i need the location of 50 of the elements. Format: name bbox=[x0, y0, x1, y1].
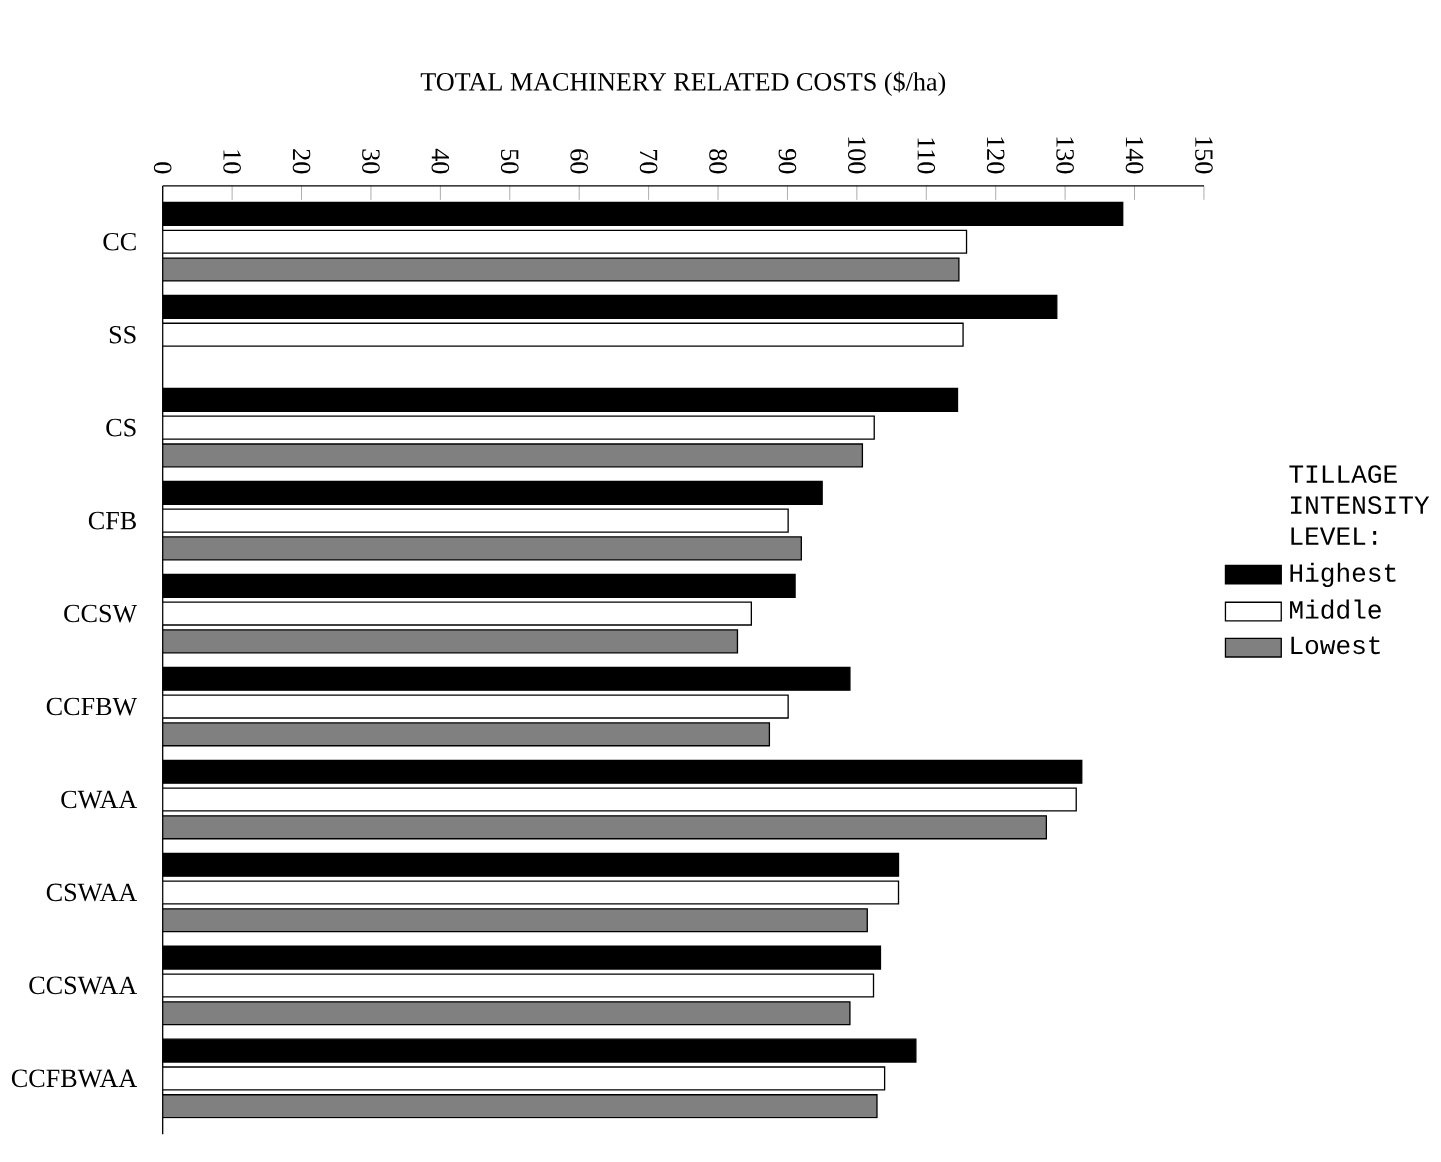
bar bbox=[162, 722, 771, 747]
y-tick-label: CCSW bbox=[64, 604, 138, 623]
x-tick-label: 110 bbox=[917, 138, 936, 174]
y-tick-label: CWAA bbox=[61, 790, 138, 809]
x-tick-label: 50 bbox=[500, 149, 519, 174]
y-tick-label: CC bbox=[103, 232, 136, 251]
x-tick-label: 90 bbox=[778, 149, 797, 174]
legend-label: Highest bbox=[1290, 562, 1396, 588]
legend-label: Middle bbox=[1290, 599, 1381, 619]
bar bbox=[162, 973, 875, 998]
bar bbox=[162, 629, 739, 654]
x-tick-label: 150 bbox=[1195, 137, 1213, 174]
bar bbox=[162, 508, 789, 533]
x-tick-label: 140 bbox=[1125, 137, 1144, 174]
bar bbox=[162, 229, 968, 254]
bar bbox=[162, 694, 789, 719]
bar bbox=[162, 908, 868, 933]
x-tick-label: 40 bbox=[431, 148, 450, 174]
bar bbox=[162, 415, 875, 440]
x-tick-label: 30 bbox=[362, 149, 380, 174]
y-tick-label: CCSWAA bbox=[29, 976, 138, 995]
bar bbox=[162, 536, 802, 561]
bar bbox=[162, 815, 1048, 840]
bar bbox=[162, 322, 964, 347]
x-tick-label: 80 bbox=[709, 149, 727, 174]
x-tick-label: 0 bbox=[153, 162, 172, 174]
x-tick-label: 60 bbox=[570, 149, 588, 174]
y-tick-label: CCFBW bbox=[46, 697, 138, 716]
x-tick-label: 70 bbox=[639, 149, 658, 174]
legend-title: TILLAGE INTENSITY LEVEL: bbox=[1289, 465, 1430, 545]
x-tick-label: 120 bbox=[986, 137, 1005, 174]
bar bbox=[162, 257, 960, 282]
bar bbox=[162, 443, 864, 468]
bar bbox=[162, 787, 1077, 812]
y-tick-label: CFB bbox=[88, 511, 136, 530]
x-tick-label: 130 bbox=[1056, 137, 1074, 174]
bar bbox=[162, 1066, 886, 1091]
y-tick-label: CCFBWAA bbox=[11, 1069, 138, 1088]
x-axis-title: TOTAL MACHINERY RELATED COSTS ($/ha) bbox=[420, 71, 946, 96]
bar bbox=[162, 1001, 851, 1026]
y-tick-label: CS bbox=[106, 418, 136, 437]
y-tick-label: SS bbox=[109, 325, 136, 344]
legend-label: Lowest bbox=[1291, 636, 1380, 655]
x-tick-label: 100 bbox=[848, 137, 866, 174]
y-tick-label: CSWAA bbox=[46, 883, 138, 902]
x-tick-label: 10 bbox=[223, 150, 241, 174]
x-tick-label: 20 bbox=[292, 149, 311, 174]
bar bbox=[162, 601, 753, 626]
bar bbox=[162, 1094, 878, 1119]
bar bbox=[162, 880, 900, 905]
